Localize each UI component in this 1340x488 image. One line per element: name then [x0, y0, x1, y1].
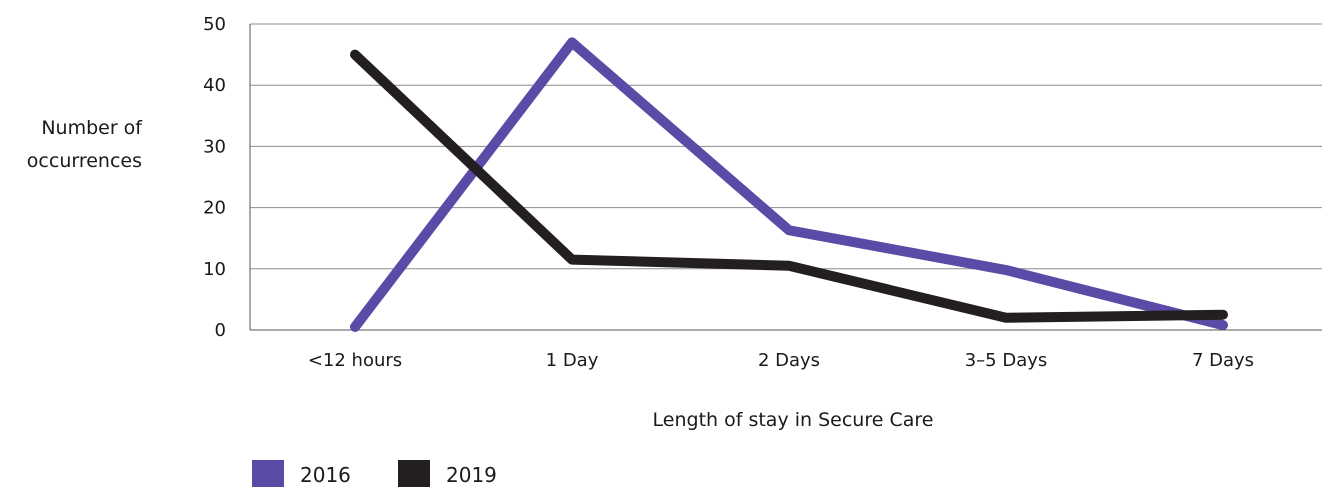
y-tick-labels: 0 10 20 30 40 50 [203, 14, 226, 341]
y-tick-label: 0 [215, 320, 226, 341]
x-axis-label: Length of stay in Secure Care [653, 409, 934, 431]
legend: 2016 2019 [252, 460, 497, 487]
series-lines [350, 37, 1228, 332]
legend-swatch-2019 [398, 460, 430, 487]
y-tick-label: 50 [203, 14, 226, 35]
series-line-2016 [350, 37, 1228, 332]
y-tick-label: 40 [203, 75, 226, 96]
x-tick-label: 1 Day [546, 350, 599, 371]
y-tick-label: 20 [203, 198, 226, 219]
y-tick-label: 10 [203, 259, 226, 280]
y-axis-label-line-1: Number of [41, 117, 143, 139]
x-tick-label: 7 Days [1192, 350, 1254, 371]
x-tick-labels: <12 hours 1 Day 2 Days 3–5 Days 7 Days [308, 350, 1254, 371]
x-tick-label: 3–5 Days [965, 350, 1048, 371]
gridlines [250, 23, 1322, 331]
legend-label-2016: 2016 [300, 463, 351, 487]
y-tick-label: 30 [203, 136, 226, 157]
x-tick-label: 2 Days [758, 350, 820, 371]
y-axis-label-line-2: occurrences [27, 150, 142, 172]
legend-label-2019: 2019 [446, 463, 497, 487]
legend-swatch-2016 [252, 460, 284, 487]
x-tick-label: <12 hours [308, 350, 402, 371]
series-line-2019 [350, 49, 1228, 323]
